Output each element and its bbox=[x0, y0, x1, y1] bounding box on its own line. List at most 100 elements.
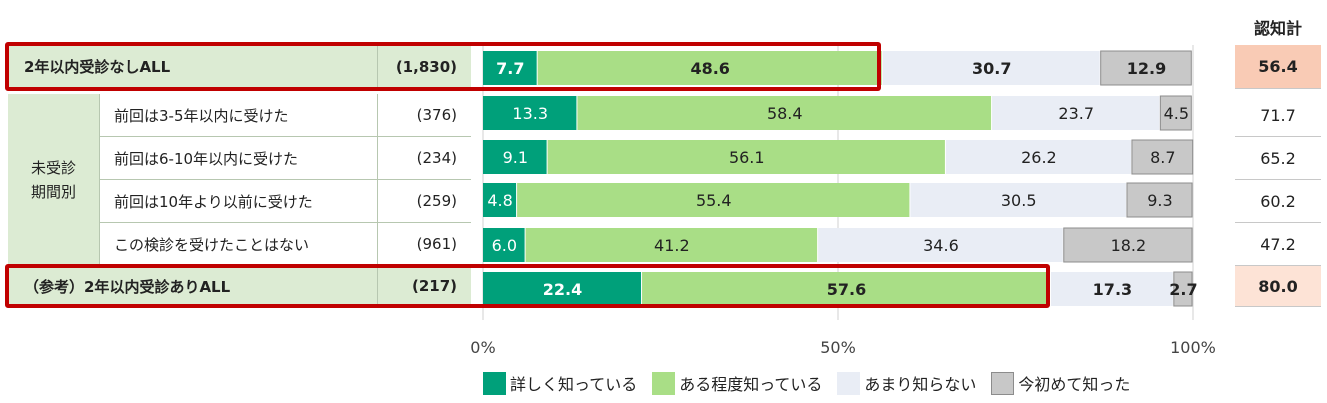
data-label: 23.7 bbox=[1058, 104, 1094, 123]
total-cell: 56.4 bbox=[1235, 45, 1321, 89]
total-value: 56.4 bbox=[1258, 57, 1298, 76]
sample-size-text: (961) bbox=[416, 235, 457, 253]
data-label: 26.2 bbox=[1021, 148, 1057, 167]
total-value: 65.2 bbox=[1260, 148, 1296, 168]
total-value: 80.0 bbox=[1258, 276, 1298, 296]
group-label-cell: 未受診 期間別 bbox=[8, 94, 100, 265]
legend-label: ある程度知っている bbox=[679, 375, 823, 394]
data-label: 9.1 bbox=[503, 148, 528, 167]
row-label-text: 前回は10年より以前に受けた bbox=[114, 192, 313, 211]
data-label: 4.5 bbox=[1164, 104, 1189, 123]
sample-size-text: (1,830) bbox=[395, 57, 457, 76]
bar-segment bbox=[1051, 272, 1173, 306]
total-cell: 80.0 bbox=[1235, 266, 1321, 307]
legend-swatch bbox=[652, 371, 676, 395]
data-label: 55.4 bbox=[696, 191, 732, 210]
data-label: 12.9 bbox=[1127, 59, 1166, 78]
bar-segment bbox=[1126, 182, 1193, 218]
row-label-text: 2年以内受診なしALL bbox=[24, 58, 171, 76]
bar-segment bbox=[483, 183, 517, 217]
bar-segment bbox=[483, 272, 642, 306]
highlight-frame-row-6 bbox=[5, 264, 1050, 308]
legend-item: 今初めて知った bbox=[991, 371, 1130, 395]
bar-segment bbox=[483, 51, 537, 85]
legend-label: 今初めて知った bbox=[1018, 375, 1131, 394]
bar-segment bbox=[517, 183, 910, 217]
data-label: 56.1 bbox=[729, 148, 765, 167]
row-sample-size: (259) bbox=[378, 180, 471, 223]
legend-swatch bbox=[483, 371, 506, 395]
legend-item: 詳しく知っている bbox=[483, 371, 637, 395]
row-label-text: （参考）2年以内受診ありALL bbox=[24, 277, 231, 296]
row-label: 前回は6-10年以内に受けた bbox=[100, 137, 378, 180]
data-label: 6.0 bbox=[492, 236, 517, 255]
bar-segment bbox=[910, 183, 1126, 217]
row-sample-size: (1,830) bbox=[378, 45, 471, 89]
bar-segment bbox=[818, 228, 1063, 262]
legend-swatch bbox=[837, 371, 861, 395]
bar-segment bbox=[945, 140, 1131, 174]
row-label: （参考）2年以内受診ありALL bbox=[8, 266, 378, 307]
bar-segment bbox=[525, 228, 818, 262]
sample-size-text: (259) bbox=[416, 192, 457, 210]
legend: 詳しく知っている ある程度知っている あまり知らない 今初めて知った bbox=[483, 370, 1243, 396]
bar-segment bbox=[577, 96, 992, 130]
sample-size-text: (234) bbox=[416, 149, 457, 167]
row-sample-size: (234) bbox=[378, 137, 471, 180]
total-cell: 65.2 bbox=[1235, 137, 1321, 180]
row-sample-size: (217) bbox=[378, 266, 471, 307]
row-sample-size: (376) bbox=[378, 94, 471, 137]
bar-segment bbox=[1063, 227, 1193, 263]
legend-item: あまり知らない bbox=[837, 371, 976, 395]
row-label: 前回は10年より以前に受けた bbox=[100, 180, 378, 223]
data-label: 30.7 bbox=[972, 59, 1011, 78]
bar-segment bbox=[992, 96, 1160, 130]
x-tick-label: 0% bbox=[470, 338, 495, 357]
total-cell: 60.2 bbox=[1235, 180, 1321, 223]
total-value: 47.2 bbox=[1260, 234, 1296, 254]
total-cell: 47.2 bbox=[1235, 223, 1321, 266]
total-value: 60.2 bbox=[1260, 191, 1296, 211]
legend-label: 詳しく知っている bbox=[510, 375, 638, 394]
data-label: 13.3 bbox=[512, 104, 548, 123]
data-label: 41.2 bbox=[654, 236, 690, 255]
data-label: 34.6 bbox=[923, 236, 959, 255]
legend-item: ある程度知っている bbox=[652, 371, 822, 395]
data-label: 7.7 bbox=[496, 59, 524, 78]
highlight-frame-row-1 bbox=[5, 42, 881, 91]
data-label: 9.3 bbox=[1147, 191, 1172, 210]
row-label: 前回は3-5年以内に受けた bbox=[100, 94, 378, 137]
row-label-text: 前回は6-10年以内に受けた bbox=[114, 149, 299, 168]
data-label: 8.7 bbox=[1150, 148, 1175, 167]
bar-segment bbox=[483, 228, 525, 262]
legend-label: あまり知らない bbox=[864, 375, 977, 394]
sample-size-text: (217) bbox=[411, 277, 457, 295]
data-label: 18.2 bbox=[1111, 236, 1147, 255]
bar-segment bbox=[483, 140, 547, 174]
data-label: 17.3 bbox=[1093, 280, 1132, 299]
data-label: 22.4 bbox=[543, 280, 582, 299]
row-label-text: この検診を受けたことはない bbox=[114, 235, 310, 254]
bar-segment bbox=[882, 51, 1100, 85]
total-cell: 71.7 bbox=[1235, 94, 1321, 137]
x-tick-label: 100% bbox=[1170, 338, 1216, 357]
data-label: 58.4 bbox=[767, 104, 803, 123]
total-header: 認知計 bbox=[1253, 19, 1302, 38]
bar-segment bbox=[547, 140, 945, 174]
legend-swatch bbox=[991, 371, 1015, 395]
bar-segment bbox=[1131, 139, 1194, 175]
group-label: 未受診 期間別 bbox=[30, 158, 76, 201]
x-tick-label: 50% bbox=[820, 338, 856, 357]
total-value: 71.7 bbox=[1260, 105, 1296, 125]
bar-segment bbox=[483, 96, 577, 130]
data-label: 4.8 bbox=[487, 191, 512, 210]
data-label: 57.6 bbox=[827, 280, 866, 299]
bar-segment bbox=[1100, 50, 1192, 86]
bar-segment bbox=[1159, 95, 1192, 131]
bar-segment bbox=[642, 272, 1050, 306]
row-label-text: 前回は3-5年以内に受けた bbox=[114, 106, 289, 125]
data-label: 30.5 bbox=[1001, 191, 1037, 210]
bar-segment bbox=[1173, 271, 1193, 307]
data-label: 2.7 bbox=[1169, 280, 1197, 299]
